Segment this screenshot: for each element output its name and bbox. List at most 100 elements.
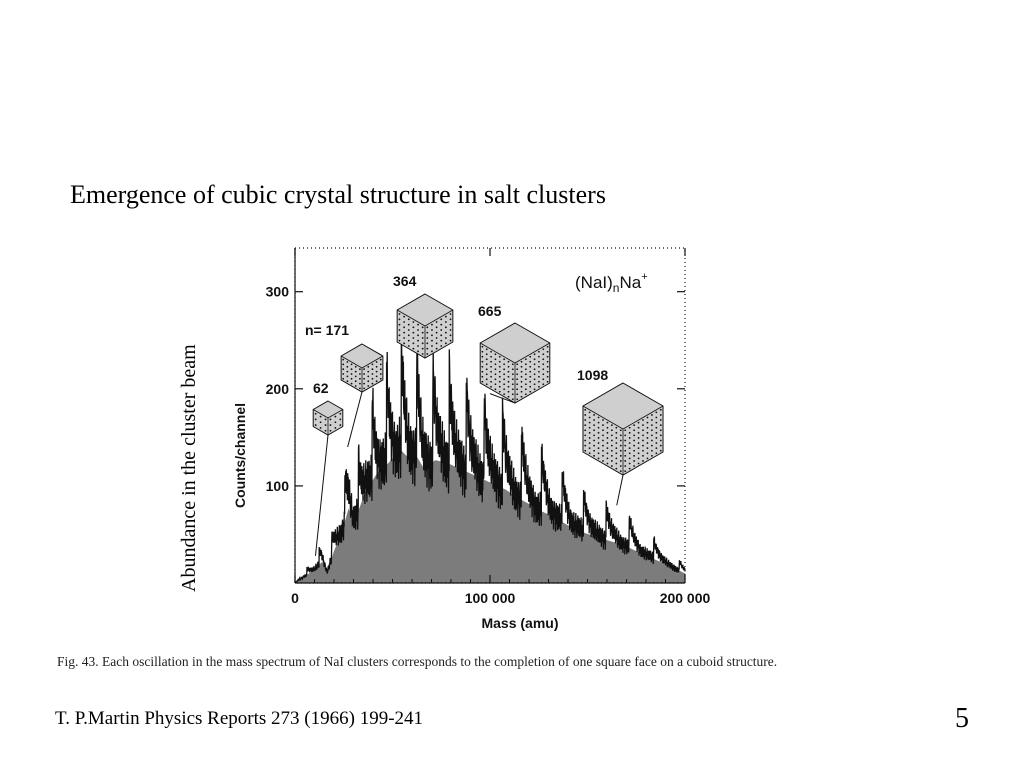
atom-dot xyxy=(398,334,401,337)
atom-dot xyxy=(628,462,631,465)
atom-dot xyxy=(628,431,631,434)
atom-dot xyxy=(624,465,627,467)
atom-dot xyxy=(412,326,415,329)
atom-dot xyxy=(542,363,545,366)
atom-dot xyxy=(363,387,365,390)
atom-dot xyxy=(619,434,622,437)
atom-dot xyxy=(481,365,484,368)
atom-dot xyxy=(498,365,501,368)
atom-dot xyxy=(507,370,510,373)
atom-dot xyxy=(593,449,595,452)
atom-dot xyxy=(597,416,600,419)
atom-dot xyxy=(642,424,644,427)
atom-dot xyxy=(633,434,636,437)
atom-dot xyxy=(379,358,382,361)
atom-dot xyxy=(606,457,609,460)
atom-dot xyxy=(624,429,627,432)
atom-dot xyxy=(655,447,658,450)
atom-dot xyxy=(398,313,401,315)
atom-dot xyxy=(606,431,609,434)
atom-dot xyxy=(363,368,365,371)
atom-dot xyxy=(398,318,401,321)
atom-dot xyxy=(516,363,519,366)
atom-dot xyxy=(371,363,374,366)
atom-dot xyxy=(449,313,452,315)
atom-dot xyxy=(507,380,510,383)
atom-dot xyxy=(449,339,452,342)
atom-dot xyxy=(655,452,658,455)
atom-dot xyxy=(546,355,549,358)
atom-dot xyxy=(485,348,488,351)
atom-dot xyxy=(520,375,523,378)
atom-dot xyxy=(407,318,410,321)
atom-dot xyxy=(642,439,644,442)
page-number: 5 xyxy=(955,703,969,734)
atom-dot xyxy=(426,326,429,329)
atom-dot xyxy=(602,419,604,421)
atom-dot xyxy=(485,368,488,371)
atom-dot xyxy=(494,368,497,371)
magic-number-label: 62 xyxy=(313,380,329,396)
atom-dot xyxy=(588,447,591,450)
atom-dot xyxy=(655,411,658,414)
atom-dot xyxy=(610,454,613,457)
slide-title: Emergence of cubic crystal structure in … xyxy=(70,180,606,209)
atom-dot xyxy=(533,388,536,391)
atom-dot xyxy=(503,368,506,371)
atom-dot xyxy=(637,431,640,434)
atom-dot xyxy=(426,337,429,339)
atom-dot xyxy=(538,365,540,368)
magic-number-label: 364 xyxy=(393,273,417,289)
atom-dot xyxy=(597,437,600,439)
atom-dot xyxy=(498,375,501,378)
atom-dot xyxy=(615,462,618,465)
atom-dot xyxy=(546,350,549,353)
atom-dot xyxy=(602,454,604,457)
cube-edge xyxy=(313,409,329,419)
atom-dot xyxy=(440,329,443,331)
atom-dot xyxy=(619,465,622,467)
atom-dot xyxy=(511,368,514,371)
atom-dot xyxy=(494,363,497,366)
atom-dot xyxy=(646,447,649,450)
atom-dot xyxy=(646,431,649,434)
atom-dot xyxy=(524,373,527,376)
atom-dot xyxy=(354,370,357,373)
atom-dot xyxy=(633,439,636,442)
atom-dot xyxy=(529,370,532,373)
atom-dot xyxy=(642,444,644,447)
atom-dot xyxy=(421,326,424,329)
y-tick-label: 100 xyxy=(266,478,290,494)
atom-dot xyxy=(511,378,514,381)
atom-dot xyxy=(403,321,406,323)
atom-dot xyxy=(412,331,415,334)
atom-dot xyxy=(516,398,519,401)
atom-dot xyxy=(354,385,357,387)
atom-dot xyxy=(588,416,591,419)
atom-dot xyxy=(659,444,662,447)
atom-dot xyxy=(593,414,595,416)
atom-dot xyxy=(529,380,532,383)
magic-number-label: 665 xyxy=(478,303,502,319)
atom-dot xyxy=(444,331,447,334)
atom-dot xyxy=(371,373,374,375)
atom-dot xyxy=(642,429,644,432)
atom-dot xyxy=(633,460,636,462)
atom-dot xyxy=(602,439,604,442)
atom-dot xyxy=(398,323,401,326)
atom-dot xyxy=(371,382,374,385)
atom-dot xyxy=(485,383,488,386)
atom-dot xyxy=(624,454,627,457)
atom-dot xyxy=(367,375,370,378)
atom-dot xyxy=(417,345,419,347)
atom-dot xyxy=(546,365,549,368)
atom-dot xyxy=(494,353,497,356)
atom-dot xyxy=(511,388,514,391)
atom-dot xyxy=(403,331,406,334)
atom-dot xyxy=(642,454,644,457)
atom-dot xyxy=(503,358,506,361)
atom-dot xyxy=(359,377,361,380)
atom-dot xyxy=(354,375,357,378)
atom-dot xyxy=(651,439,653,442)
cube-edge xyxy=(480,342,516,364)
